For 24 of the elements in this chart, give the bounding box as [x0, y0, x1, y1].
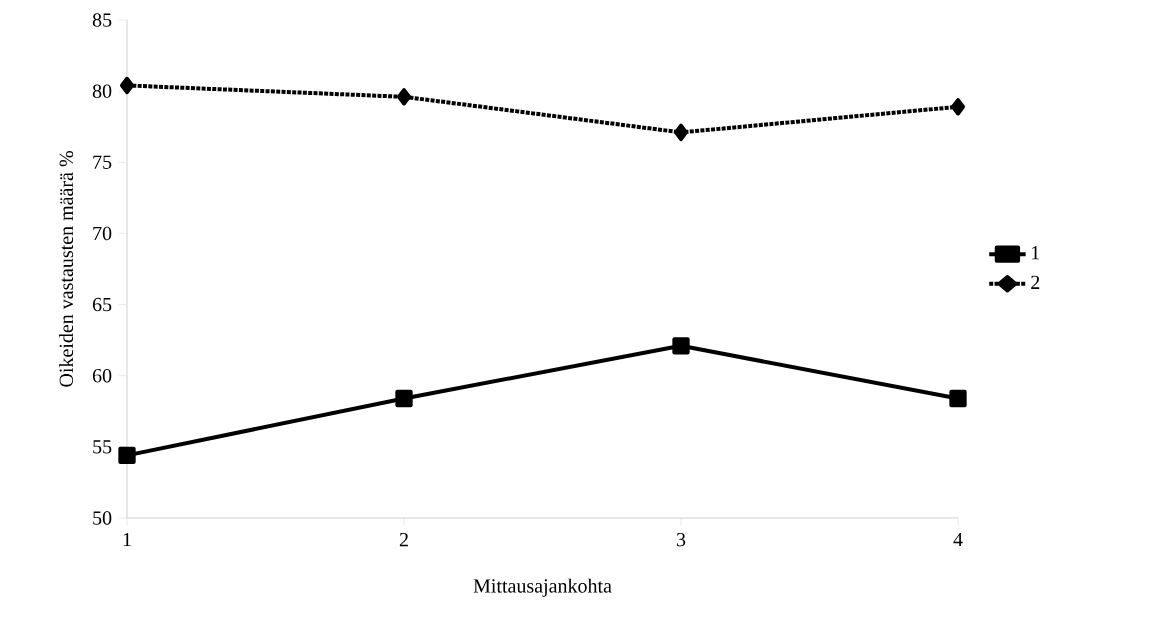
x-tick-label: 2	[399, 532, 408, 547]
point	[120, 76, 135, 95]
x-axis-title: Mittausajankohta	[473, 578, 612, 597]
legend-label: 1	[1032, 246, 1040, 260]
point	[672, 337, 690, 355]
x-tick-label: 4	[953, 532, 963, 547]
y-tick-label: 55	[93, 440, 112, 454]
y-tick-label: 80	[92, 84, 112, 98]
x-tick-label: 1	[123, 532, 131, 547]
y-tick-label: 85	[92, 13, 112, 27]
point	[118, 446, 136, 465]
y-tick-label: 50	[93, 511, 112, 525]
y-tick-label: 60	[92, 368, 112, 383]
legend-label: 2	[1031, 275, 1040, 289]
point	[395, 389, 413, 408]
y-tick-label: 75	[93, 155, 112, 169]
point	[949, 389, 967, 408]
y-axis-title: Oikeiden vastausten määrä %	[59, 151, 74, 387]
y-tick-label: 65	[92, 297, 112, 312]
point	[951, 98, 965, 116]
point	[397, 88, 412, 106]
point	[674, 123, 688, 142]
y-tick-label: 70	[93, 226, 112, 241]
x-tick-label: 3	[676, 532, 686, 547]
